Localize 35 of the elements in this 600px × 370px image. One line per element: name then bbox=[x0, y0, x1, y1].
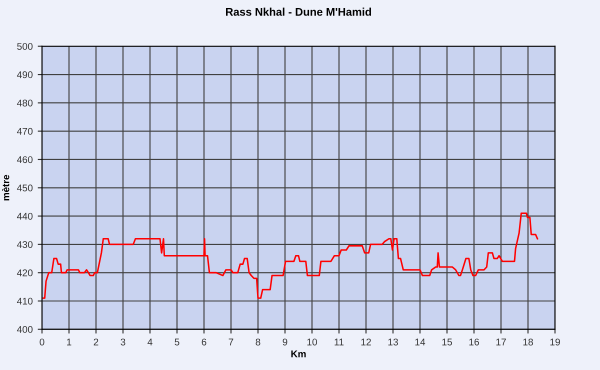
x-tick-label: 11 bbox=[334, 338, 344, 346]
x-tick-label: 8 bbox=[256, 338, 260, 346]
chart-title: Rass Nkhal - Dune M'Hamid bbox=[226, 8, 372, 16]
line-series bbox=[42, 212, 538, 299]
y-tick-label: 500 bbox=[17, 42, 33, 50]
y-tick-label: 410 bbox=[16, 298, 33, 305]
x-axis-title: Km bbox=[291, 350, 306, 358]
x-tick-label: 18 bbox=[523, 338, 533, 346]
x-tick-label: 0 bbox=[40, 338, 44, 346]
x-tick-label: 5 bbox=[174, 338, 180, 346]
y-tick-label: 480 bbox=[16, 100, 33, 106]
y-tick-label: 440 bbox=[16, 212, 33, 220]
x-tick-label: 17 bbox=[496, 338, 506, 346]
x-tick-label: 3 bbox=[120, 338, 126, 346]
x-tick-label: 19 bbox=[550, 338, 560, 346]
y-tick-label: 420 bbox=[16, 269, 33, 276]
y-tick-label: 470 bbox=[16, 128, 33, 135]
x-tick-label: 10 bbox=[307, 338, 318, 346]
x-tick-label: 13 bbox=[388, 338, 398, 346]
x-tick-label: 1 bbox=[67, 338, 72, 346]
x-tick-label: 15 bbox=[442, 338, 452, 346]
x-tick-label: 7 bbox=[228, 338, 234, 346]
x-tick-label: 6 bbox=[202, 338, 206, 346]
x-tick-label: 9 bbox=[282, 338, 288, 346]
y-tick-label: 430 bbox=[16, 241, 33, 248]
y-tick-label: 460 bbox=[16, 156, 33, 164]
x-tick-label: 12 bbox=[361, 338, 371, 346]
x-tick-label: 16 bbox=[469, 338, 479, 346]
y-tick-label: 490 bbox=[16, 71, 33, 78]
x-tick-label: 14 bbox=[415, 338, 426, 346]
x-tick-label: 4 bbox=[148, 338, 152, 346]
y-tick-label: 450 bbox=[16, 184, 33, 192]
y-axis-title: mètre bbox=[2, 174, 10, 200]
x-tick-label: 2 bbox=[94, 338, 98, 346]
y-tick-label: 400 bbox=[16, 326, 33, 333]
